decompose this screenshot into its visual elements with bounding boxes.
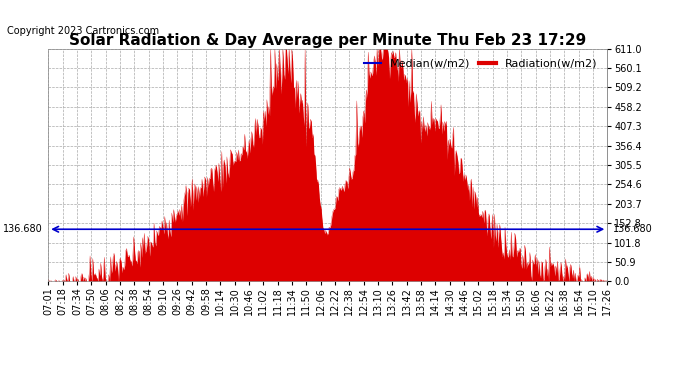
Text: 136.680: 136.680 bbox=[613, 224, 653, 234]
Legend: Median(w/m2), Radiation(w/m2): Median(w/m2), Radiation(w/m2) bbox=[360, 54, 602, 73]
Text: 136.680: 136.680 bbox=[3, 224, 43, 234]
Text: Copyright 2023 Cartronics.com: Copyright 2023 Cartronics.com bbox=[7, 26, 159, 36]
Title: Solar Radiation & Day Average per Minute Thu Feb 23 17:29: Solar Radiation & Day Average per Minute… bbox=[69, 33, 586, 48]
